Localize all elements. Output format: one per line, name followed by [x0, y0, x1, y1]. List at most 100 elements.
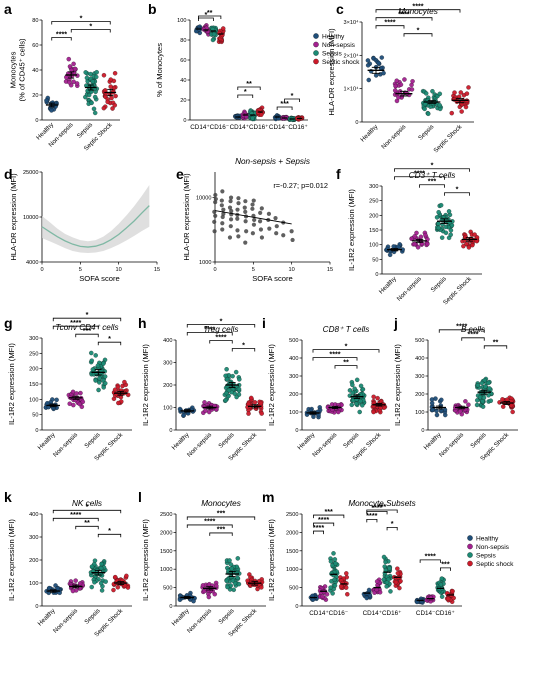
significance-bracket — [313, 530, 324, 535]
data-point — [464, 91, 470, 96]
significance-label: **** — [204, 324, 215, 333]
significance-label: *** — [217, 525, 226, 534]
data-point — [98, 566, 104, 571]
data-point — [83, 70, 88, 75]
data-point — [360, 403, 365, 408]
legend-swatch — [467, 552, 473, 558]
y-axis-label: (% of CD45⁺ cells) — [18, 38, 27, 102]
data-point — [257, 219, 263, 224]
x-tick-label: 10 — [116, 267, 122, 273]
significance-label: **** — [70, 318, 81, 327]
data-point — [331, 551, 336, 556]
data-point — [320, 594, 325, 599]
y-tick-label: 2×10⁴ — [343, 52, 359, 59]
data-point — [101, 385, 106, 390]
data-point — [212, 229, 217, 234]
data-point — [481, 395, 487, 400]
data-point — [352, 386, 357, 391]
y-axis-label: HLA-DR expression (MFI) — [182, 173, 191, 261]
significance-label: * — [291, 91, 294, 100]
data-point — [328, 585, 333, 590]
data-point — [436, 210, 441, 215]
category-label: Sepsis — [83, 431, 101, 449]
data-point — [67, 80, 72, 85]
significance-label: * — [205, 10, 208, 19]
significance-label: *** — [378, 502, 387, 511]
significance-label: *** — [217, 509, 226, 518]
significance-bracket — [51, 21, 111, 25]
data-point — [246, 401, 251, 407]
data-point — [235, 556, 241, 561]
data-point — [338, 584, 344, 589]
significance-bracket — [52, 517, 99, 522]
data-point — [377, 590, 383, 595]
legend-label: Septic shock — [476, 561, 514, 568]
data-point — [105, 99, 110, 105]
data-point — [324, 592, 330, 597]
data-point — [398, 578, 403, 584]
category-label: Non-sepsis — [52, 607, 79, 634]
data-point — [116, 400, 121, 406]
significance-bracket — [186, 332, 233, 336]
data-point — [398, 82, 404, 87]
data-point — [483, 384, 488, 389]
legend-swatch — [313, 33, 319, 39]
data-point — [115, 585, 121, 590]
y-tick-label: 10000 — [196, 196, 212, 202]
data-point — [226, 388, 232, 393]
significance-label: *** — [428, 177, 437, 186]
data-point — [112, 387, 118, 393]
y-tick-label: 0 — [421, 428, 424, 434]
data-point — [210, 37, 216, 43]
data-point — [108, 77, 113, 82]
data-point — [221, 211, 226, 216]
data-point — [371, 409, 376, 415]
category-label: Healthy — [171, 607, 192, 628]
y-tick-label: 1500 — [286, 549, 298, 555]
panel-label-l: l — [138, 489, 142, 505]
y-tick-label: 50 — [32, 413, 38, 419]
data-point — [93, 74, 99, 80]
y-tick-label: 500 — [289, 338, 298, 344]
data-point — [177, 406, 183, 412]
data-point — [393, 579, 399, 585]
data-point — [108, 84, 113, 89]
y-axis-label: Monocytes — [9, 51, 18, 88]
panel-label-a: a — [4, 1, 12, 17]
data-point — [252, 217, 257, 223]
axes-b: 0 20 40 60 80 100 % of Monocytes — [155, 18, 308, 124]
data-point — [206, 409, 212, 415]
axes-c: 0 1×10⁴ 2×10⁴ 3×10⁴ HLA-DR expression (MFI) — [327, 19, 474, 126]
data-point — [220, 189, 225, 194]
significance-bracket — [394, 168, 470, 172]
data-point — [112, 574, 118, 580]
y-axis-label: HLA-DR expression (MFI) — [9, 173, 18, 261]
data-point — [93, 353, 98, 358]
x-axis-label: SOFA score — [252, 274, 293, 283]
data-point — [228, 195, 234, 200]
data-point — [228, 199, 233, 204]
y-tick-label: 100 — [289, 410, 298, 416]
legend-swatch — [313, 50, 319, 56]
data-point — [273, 216, 278, 221]
group-label: CD14⁺CD16⁻ — [309, 610, 348, 617]
significance-label: **** — [329, 349, 340, 358]
significance-bracket — [97, 533, 122, 538]
data-point — [251, 198, 256, 203]
data-point — [387, 252, 393, 258]
group-label: CD14⁺CD16⁺ — [230, 124, 269, 131]
data-point — [206, 594, 212, 600]
y-tick-label: 60 — [180, 58, 186, 64]
data-point — [332, 577, 337, 582]
data-point — [458, 90, 464, 95]
data-point — [379, 55, 385, 60]
y-axis-label: IL-1R2 expression (MFI) — [7, 519, 16, 601]
axes-i: 0 100 200 300 400 500 IL-1R2 expression (MFI) — [267, 338, 390, 434]
data-point — [67, 401, 72, 406]
data-point — [213, 213, 218, 219]
data-point — [89, 358, 94, 363]
data-point — [44, 98, 49, 103]
y-tick-label: 250 — [29, 351, 38, 357]
data-point — [434, 412, 440, 418]
